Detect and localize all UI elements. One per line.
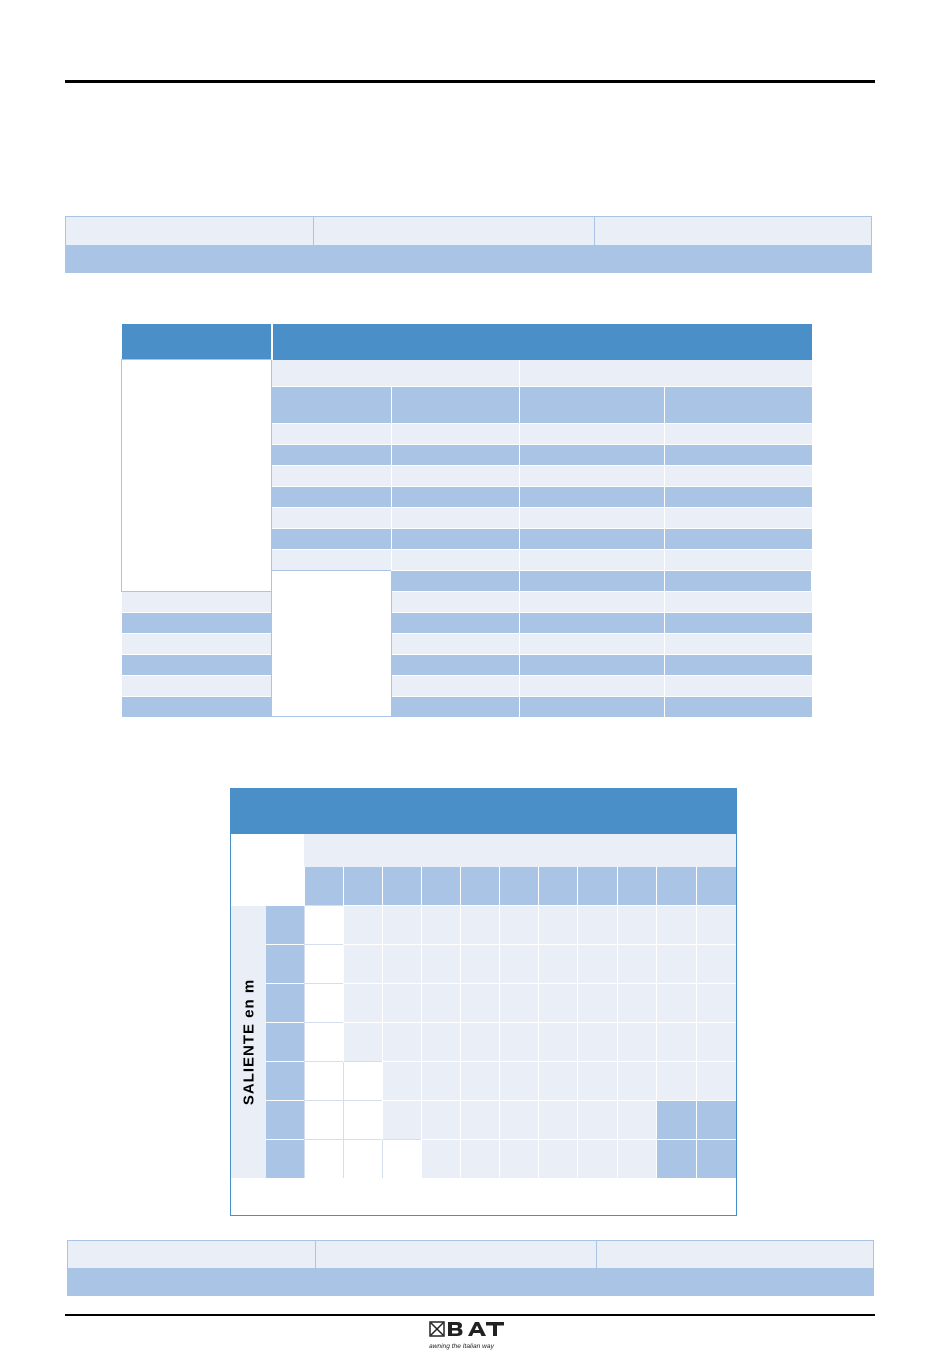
- grid-column-header: [303, 867, 344, 906]
- table-row: [121, 590, 812, 612]
- projection-axis-label: SALIENTE en m: [240, 978, 258, 1105]
- table-subheader-cell: [519, 385, 665, 423]
- table-row: [122, 422, 812, 444]
- grid-table-footer: [231, 1178, 736, 1215]
- header-rule: [65, 80, 875, 83]
- grid-row-header: [266, 1100, 305, 1140]
- grid-row: [231, 1061, 736, 1101]
- grid-column-header: [577, 867, 618, 906]
- grid-table-header: [231, 789, 736, 834]
- table-header-cell: [121, 324, 273, 360]
- table-row: [121, 632, 812, 654]
- table-cell: [596, 1268, 874, 1296]
- table-cell: [67, 1268, 316, 1296]
- table-cell: [315, 1268, 597, 1296]
- table-row: [121, 653, 812, 675]
- specs-table: [121, 324, 812, 717]
- summary-table-bottom: [67, 1240, 874, 1296]
- grid-row-header: [266, 905, 305, 945]
- table-row: [122, 569, 812, 717]
- table-cell: [65, 216, 314, 246]
- table-cell: [67, 1240, 316, 1269]
- table-row: [121, 674, 812, 696]
- table-subheader-cell: [519, 359, 812, 386]
- table-cell: [596, 1240, 874, 1269]
- grid-column-header: [617, 867, 657, 906]
- table-row: [122, 464, 812, 486]
- table-row: [122, 527, 812, 549]
- table-row: [122, 485, 812, 507]
- table-row: [122, 443, 812, 465]
- grid-column-header: [696, 867, 736, 906]
- bat-logo: awning the Italian way: [429, 1321, 504, 1350]
- grid-row: [231, 1139, 736, 1178]
- grid-row-header: [266, 944, 305, 984]
- table-subheader-cell: [664, 385, 812, 423]
- grid-column-header: [342, 867, 383, 906]
- logo-tagline: awning the Italian way: [429, 1343, 495, 1350]
- table-subheader-cell: [271, 359, 520, 386]
- table-cell: [594, 216, 872, 246]
- footer-rule: [65, 1314, 875, 1316]
- grid-column-header: [537, 867, 578, 906]
- grid-row: [231, 944, 736, 984]
- grid-width-band: [304, 834, 736, 867]
- grid-row-header: [266, 1139, 305, 1178]
- grid-row-header: [266, 1022, 305, 1062]
- projection-grid-table: SALIENTE en m: [230, 788, 737, 1216]
- grid-column-header: [381, 867, 422, 906]
- table-cell: [313, 245, 595, 273]
- table-row: [121, 611, 812, 633]
- grid-column-header: [459, 867, 500, 906]
- grid-column-header: [498, 867, 539, 906]
- table-row: [122, 506, 812, 528]
- grid-row: [231, 983, 736, 1023]
- summary-table-top: [65, 216, 872, 273]
- grid-column-header: [420, 867, 461, 906]
- row-group-cell: [271, 569, 392, 717]
- grid-row: SALIENTE en m: [231, 905, 736, 1178]
- grid-row-header: [266, 1061, 305, 1101]
- table-subheader-cell: [391, 385, 520, 423]
- row-group-cell: [121, 359, 272, 592]
- grid-column-header: [656, 867, 697, 906]
- table-row: [122, 548, 812, 570]
- table-cell: [65, 245, 314, 273]
- grid-corner-cell: [231, 834, 305, 906]
- grid-row: [231, 1100, 736, 1140]
- grid-row-header: [266, 983, 305, 1023]
- table-subheader-cell: [271, 385, 392, 423]
- grid-row: [231, 1022, 736, 1062]
- table-row: [121, 695, 812, 717]
- table-cell: [315, 1240, 597, 1269]
- table-cell: [313, 216, 595, 246]
- table-header-cell: [271, 324, 812, 360]
- grid-side-label-cell: SALIENTE en m: [231, 905, 267, 1178]
- table-cell: [594, 245, 872, 273]
